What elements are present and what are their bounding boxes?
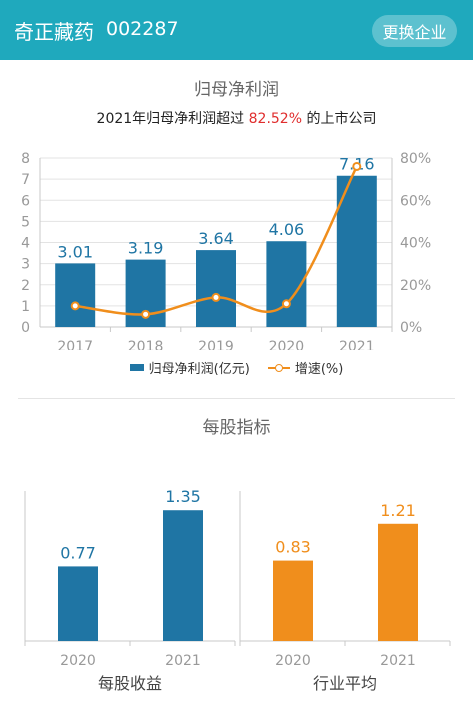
switch-company-button[interactable]: 更换企业 xyxy=(372,15,457,47)
left-axis-tick: 5 xyxy=(21,214,30,230)
eps-label: 每股收益 xyxy=(97,674,162,693)
profit-chart: 0123456780%20%40%60%80%3.0120173.1920183… xyxy=(21,151,431,350)
profit-bar xyxy=(336,175,377,327)
stock-code: 002287 xyxy=(106,18,179,40)
industry-avg-x-tick: 2021 xyxy=(380,653,416,669)
right-axis-tick: 40% xyxy=(400,236,431,252)
left-axis-tick: 1 xyxy=(21,299,30,315)
industry-avg-bar-label: 0.83 xyxy=(275,538,311,557)
profit-bar-label: 3.64 xyxy=(198,229,234,248)
left-axis-tick: 7 xyxy=(21,172,30,188)
industry-avg-x-tick: 2020 xyxy=(275,653,311,669)
profit-chart-legend: 归母净利润(亿元) 增速(%) xyxy=(0,358,473,377)
left-axis-tick: 3 xyxy=(21,257,30,273)
legend-swatch-line xyxy=(267,363,290,373)
left-axis-tick: 0 xyxy=(21,320,30,336)
profit-bar xyxy=(55,263,96,327)
eps-bar xyxy=(163,510,203,641)
industry-average-label: 行业平均 xyxy=(312,674,377,693)
legend-item-profit[interactable]: 归母净利润(亿元) xyxy=(129,358,250,377)
right-axis-tick: 60% xyxy=(400,193,431,209)
section-divider xyxy=(18,398,455,399)
legend-item-growth[interactable]: 增速(%) xyxy=(267,358,344,377)
per-share-section-title: 每股指标 xyxy=(202,418,271,438)
growth-point xyxy=(141,309,151,319)
industry-average-chart: 0.83 2020 1.21 2021 xyxy=(239,491,451,669)
growth-point xyxy=(211,292,221,302)
profit-bar-label: 3.01 xyxy=(57,242,93,261)
growth-point xyxy=(70,301,80,311)
eps-bar xyxy=(58,566,98,641)
profit-bar-label: 4.06 xyxy=(269,220,305,239)
x-axis-tick: 2017 xyxy=(57,339,93,350)
eps-x-tick: 2021 xyxy=(165,653,201,669)
x-axis-tick: 2018 xyxy=(128,339,164,350)
left-axis-tick: 4 xyxy=(21,236,30,252)
industry-avg-bar-label: 1.21 xyxy=(380,501,416,520)
growth-point xyxy=(352,161,362,171)
left-axis-tick: 8 xyxy=(21,151,30,167)
right-axis-tick: 20% xyxy=(400,278,431,294)
industry-avg-bar xyxy=(273,560,313,641)
eps-bar-label: 0.77 xyxy=(60,543,96,562)
profit-bar-label: 3.19 xyxy=(128,239,164,258)
eps-x-tick: 2020 xyxy=(60,653,96,669)
headline-suffix: 的上市公司 xyxy=(302,111,377,127)
right-axis-tick: 80% xyxy=(400,151,431,167)
eps-bar-label: 1.35 xyxy=(165,487,201,506)
company-name: 奇正藏药 xyxy=(14,20,94,44)
profit-bar xyxy=(196,250,236,327)
x-axis-tick: 2019 xyxy=(198,339,234,350)
x-axis-tick: 2021 xyxy=(339,339,375,350)
left-axis-tick: 2 xyxy=(21,278,30,294)
headline-percentile: 82.52% xyxy=(248,111,303,127)
growth-point xyxy=(281,299,291,309)
headline-prefix: 2021年归母净利润超过 xyxy=(96,111,249,127)
profit-section-title: 归母净利润 xyxy=(194,80,279,100)
left-axis-tick: 6 xyxy=(21,193,30,209)
app-header: 奇正藏药 002287 更换企业 xyxy=(0,0,473,60)
right-axis-tick: 0% xyxy=(400,320,422,336)
growth-line xyxy=(75,165,358,316)
industry-avg-bar xyxy=(378,523,418,641)
legend-label-growth: 增速(%) xyxy=(294,362,344,377)
legend-label-profit: 归母净利润(亿元) xyxy=(148,362,250,377)
eps-chart: 0.77 2020 1.35 2021 xyxy=(24,487,236,669)
x-axis-tick: 2020 xyxy=(269,339,305,350)
legend-swatch-bar xyxy=(129,364,144,371)
profit-headline: 2021年归母净利润超过 82.52% 的上市公司 xyxy=(0,108,473,128)
